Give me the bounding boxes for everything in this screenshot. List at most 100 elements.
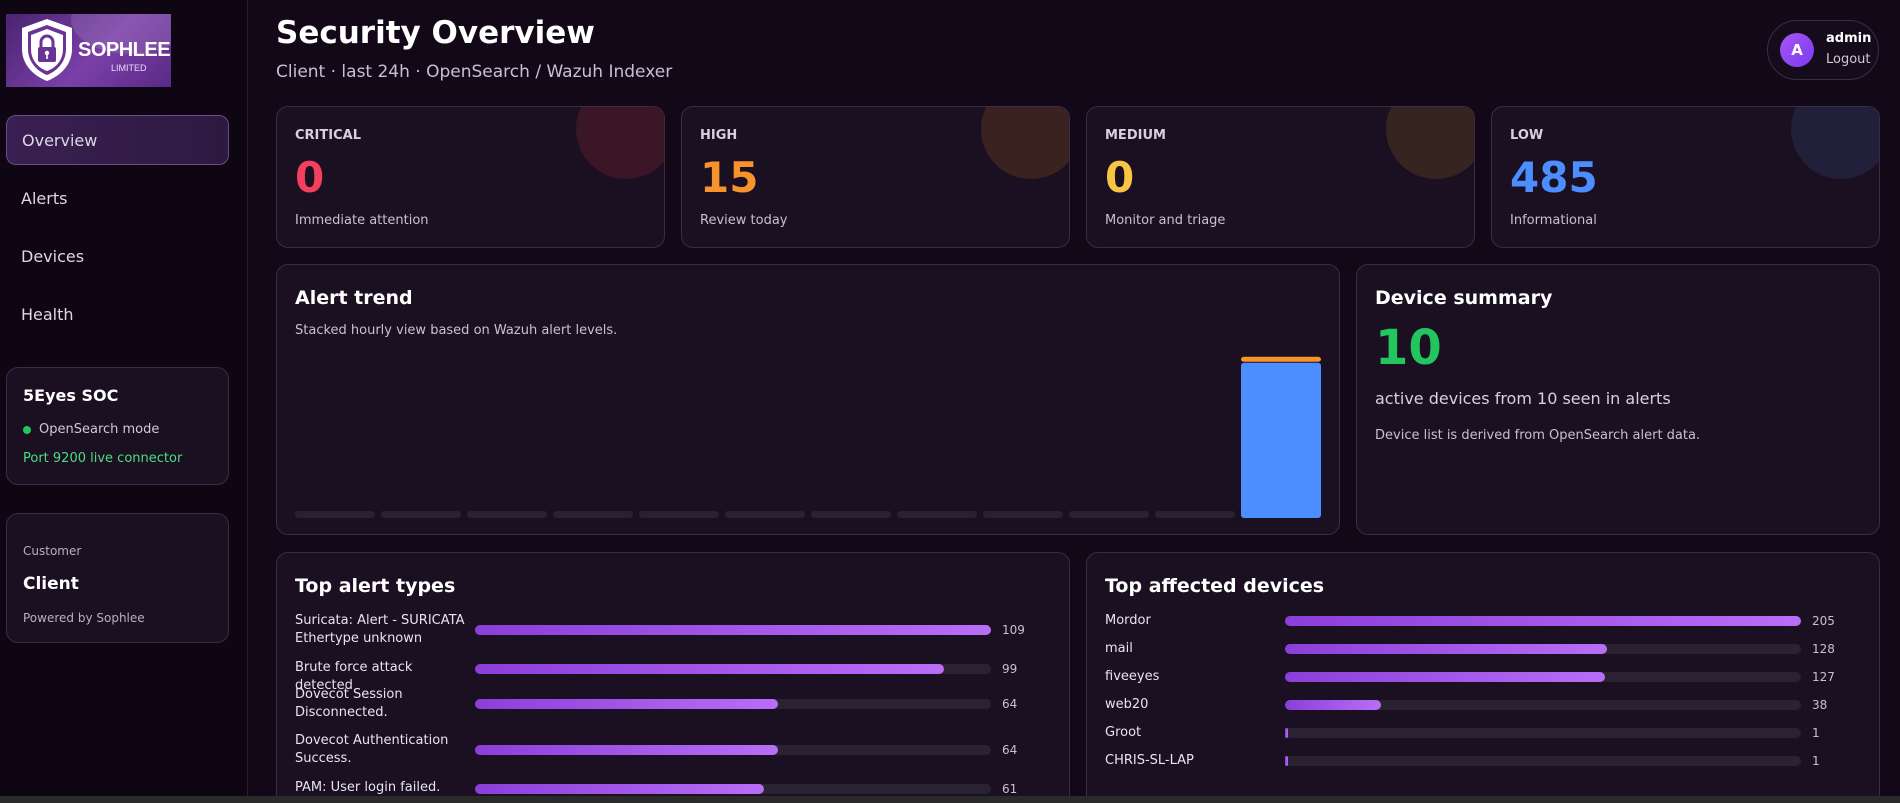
trend-bar-empty: [553, 511, 633, 518]
kpi-card-medium: MEDIUM 0 Monitor and triage: [1086, 106, 1475, 248]
kpi-desc: Immediate attention: [295, 213, 429, 228]
nav-item-overview[interactable]: Overview: [6, 115, 229, 165]
bar-label: Brute force attack detected: [295, 660, 413, 693]
panel-title: Device summary: [1375, 287, 1553, 309]
trend-bar-empty: [1155, 511, 1235, 518]
alert-trend-panel: Alert trend Stacked hourly view based on…: [276, 264, 1340, 535]
bar-fill: [1285, 700, 1381, 710]
panel-title: Alert trend: [295, 287, 413, 309]
user-name: admin: [1826, 31, 1872, 46]
kpi-label: LOW: [1510, 128, 1544, 143]
kpi-label: CRITICAL: [295, 128, 361, 143]
kpi-glow: [1791, 107, 1879, 179]
bar-track: [1285, 672, 1801, 682]
kpi-desc: Informational: [1510, 213, 1597, 228]
bar-value: 109: [1002, 623, 1025, 637]
bar-fill: [1285, 672, 1605, 682]
alert-type-row[interactable]: Brute force attack detected 99: [295, 659, 1051, 695]
kpi-card-critical: CRITICAL 0 Immediate attention: [276, 106, 665, 248]
customer-powered: Powered by Sophlee: [23, 611, 145, 625]
kpi-card-low: LOW 485 Informational: [1491, 106, 1880, 248]
kpi-value: 0: [295, 153, 325, 202]
bar-value: 99: [1002, 662, 1018, 676]
status-dot-icon: [23, 425, 31, 434]
bar-label: mail: [1105, 641, 1133, 656]
avatar[interactable]: A: [1780, 33, 1814, 67]
alert-type-row[interactable]: Suricata: Alert - SURICATA Ethertype unk…: [295, 612, 1051, 648]
alert-type-row[interactable]: PAM: User login failed. 61: [295, 779, 1051, 803]
device-row[interactable]: Groot 1: [1105, 724, 1861, 744]
panel-subtitle: Stacked hourly view based on Wazuh alert…: [295, 323, 618, 338]
bar-value: 205: [1812, 614, 1835, 628]
device-summary-note: Device list is derived from OpenSearch a…: [1375, 428, 1701, 443]
trend-bar-empty: [639, 511, 719, 518]
customer-card: Customer Client Powered by Sophlee: [6, 513, 229, 643]
customer-name: Client: [23, 574, 79, 594]
soc-card: 5Eyes SOC OpenSearch mode Port 9200 live…: [6, 367, 229, 485]
brand-sub: LIMITED: [111, 63, 147, 73]
kpi-label: HIGH: [700, 128, 738, 143]
bar-track: [475, 664, 991, 674]
nav-item-alerts[interactable]: Alerts: [6, 173, 229, 223]
bar-fill: [1285, 728, 1288, 738]
logout-link[interactable]: Logout: [1826, 52, 1871, 67]
nav-item-label: Health: [21, 304, 74, 324]
top-affected-devices-panel: Top affected devices Mordor 205 mail 128 fiv…: [1086, 552, 1880, 803]
trend-bar-empty: [381, 511, 461, 518]
kpi-card-high: HIGH 15 Review today: [681, 106, 1070, 248]
nav-item-label: Overview: [22, 130, 98, 150]
soc-title: 5Eyes SOC: [23, 386, 119, 405]
brand-logo[interactable]: SOPHLEE LIMITED: [6, 14, 171, 87]
bar-label: web20: [1105, 697, 1149, 712]
bar-fill: [475, 625, 991, 635]
trend-bar-empty: [467, 511, 547, 518]
trend-bar-segment[interactable]: [1241, 362, 1321, 518]
kpi-label: MEDIUM: [1105, 128, 1166, 143]
top-alert-types-panel: Top alert types Suricata: Alert - SURICA…: [276, 552, 1070, 803]
bar-track: [475, 784, 991, 794]
page-subtitle: Client · last 24h · OpenSearch / Wazuh I…: [276, 62, 673, 82]
bar-value: 64: [1002, 743, 1018, 757]
device-summary-text: active devices from 10 seen in alerts: [1375, 389, 1671, 408]
bar-fill: [475, 699, 778, 709]
kpi-value: 0: [1105, 153, 1135, 202]
bar-track: [1285, 756, 1801, 766]
bar-track: [475, 699, 991, 709]
bar-label: fiveeyes: [1105, 669, 1160, 684]
nav-item-devices[interactable]: Devices: [6, 231, 229, 281]
panel-title: Top affected devices: [1105, 575, 1325, 597]
bar-fill: [475, 784, 764, 794]
alert-trend-chart: [295, 356, 1321, 518]
bar-value: 1: [1812, 726, 1820, 740]
bar-fill: [1285, 756, 1288, 766]
alert-type-row[interactable]: Dovecot Session Disconnected. 64: [295, 686, 1051, 722]
user-menu[interactable]: A admin Logout: [1767, 20, 1879, 80]
kpi-value: 485: [1510, 153, 1598, 202]
device-row[interactable]: Mordor 205: [1105, 612, 1861, 632]
bar-value: 128: [1812, 642, 1835, 656]
device-row[interactable]: web20 38: [1105, 696, 1861, 716]
taskbar: [0, 796, 1900, 803]
bar-label: CHRIS-SL-LAP: [1105, 753, 1194, 768]
soc-mode-label: OpenSearch mode: [39, 422, 160, 437]
device-count: 10: [1375, 320, 1442, 376]
bar-label: Groot: [1105, 725, 1142, 740]
device-row[interactable]: fiveeyes 127: [1105, 668, 1861, 688]
alert-type-row[interactable]: Dovecot Authentication Success. 64: [295, 732, 1051, 768]
kpi-glow: [1386, 107, 1474, 179]
device-row[interactable]: mail 128: [1105, 640, 1861, 660]
trend-bar-empty: [295, 511, 375, 518]
shield-lock-icon: [22, 19, 72, 81]
bar-label: PAM: User login failed.: [295, 780, 441, 795]
nav-item-health[interactable]: Health: [6, 289, 229, 339]
sidebar: SOPHLEE LIMITED Overview Alerts Devices …: [0, 0, 248, 796]
bar-track: [475, 625, 991, 635]
bar-label: Mordor: [1105, 613, 1151, 628]
bar-track: [475, 745, 991, 755]
brand-name: SOPHLEE: [78, 39, 171, 61]
bar-track: [1285, 700, 1801, 710]
device-row[interactable]: CHRIS-SL-LAP 1: [1105, 752, 1861, 772]
bar-track: [1285, 644, 1801, 654]
trend-bar-segment[interactable]: [1241, 356, 1321, 362]
trend-bar-empty: [811, 511, 891, 518]
